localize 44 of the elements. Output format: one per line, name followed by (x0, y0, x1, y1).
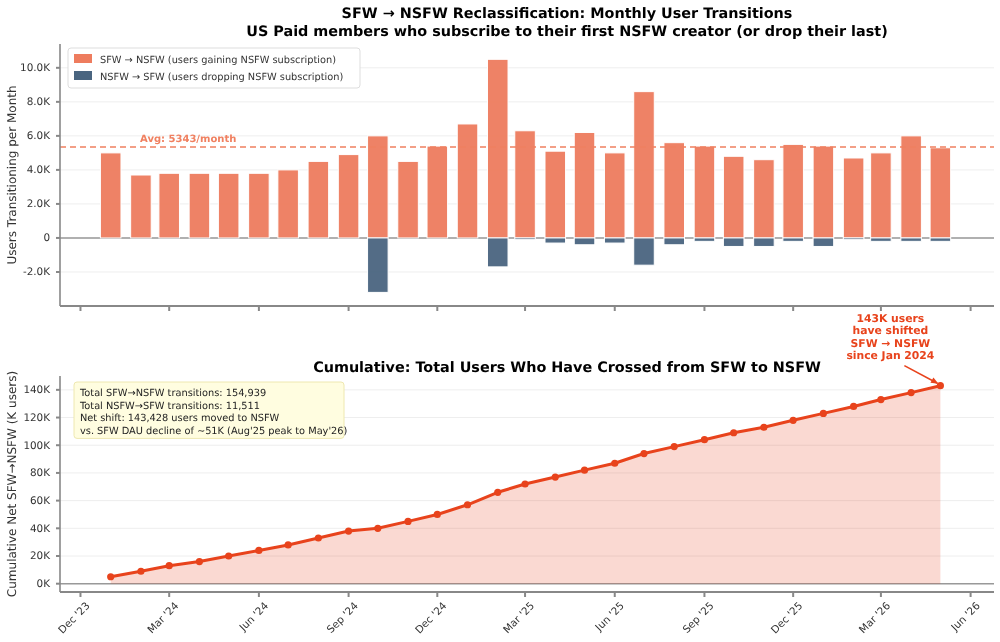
bar (603, 152, 626, 239)
point (344, 527, 353, 535)
point (877, 395, 885, 404)
bar (397, 160, 419, 239)
bar (158, 172, 180, 239)
bar (307, 160, 330, 239)
point (404, 517, 412, 525)
point (850, 402, 858, 411)
bar (217, 172, 240, 239)
bar (99, 152, 122, 239)
point (433, 510, 441, 519)
point (374, 524, 382, 532)
point (521, 480, 529, 488)
point (670, 443, 678, 451)
point (284, 541, 292, 549)
point (165, 562, 173, 570)
bar (722, 155, 745, 239)
point (255, 546, 263, 555)
point (225, 552, 233, 560)
point (463, 501, 472, 509)
point (580, 466, 589, 474)
bar (277, 169, 299, 239)
point (936, 382, 944, 390)
point (760, 423, 768, 431)
point (314, 534, 322, 542)
point (789, 416, 797, 424)
point (611, 459, 619, 467)
bar (337, 154, 360, 239)
bar (248, 172, 270, 239)
bar (842, 157, 865, 239)
point (137, 567, 145, 575)
bar (188, 172, 211, 239)
point (107, 573, 115, 581)
bar (870, 152, 892, 239)
bar (130, 174, 152, 239)
point (494, 488, 502, 496)
point (730, 429, 738, 437)
point (640, 449, 648, 458)
point (907, 389, 915, 397)
point (195, 557, 204, 566)
bar (753, 159, 775, 239)
point (700, 436, 709, 444)
point (819, 409, 827, 417)
point (551, 473, 559, 481)
